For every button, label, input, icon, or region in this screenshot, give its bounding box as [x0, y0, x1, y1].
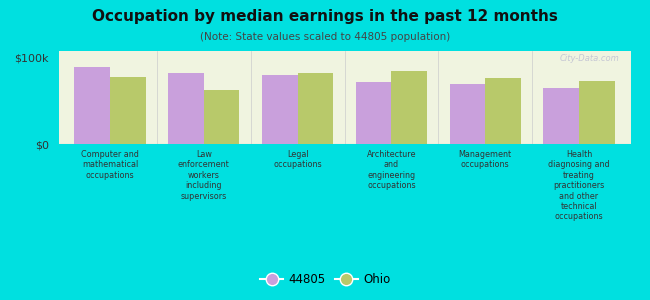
- Bar: [75, 67, 110, 144]
- Text: Occupation by median earnings in the past 12 months: Occupation by median earnings in the pas…: [92, 9, 558, 24]
- Bar: [262, 75, 298, 144]
- Bar: [110, 77, 146, 144]
- Text: Computer and
mathematical
occupations: Computer and mathematical occupations: [81, 150, 139, 180]
- Bar: [450, 84, 485, 144]
- Legend: 44805, Ohio: 44805, Ohio: [255, 269, 395, 291]
- Bar: [543, 88, 579, 144]
- Bar: [168, 74, 204, 144]
- Text: Legal
occupations: Legal occupations: [273, 150, 322, 170]
- Bar: [356, 82, 391, 144]
- Bar: [391, 71, 427, 144]
- Text: City-Data.com: City-Data.com: [559, 54, 619, 63]
- Bar: [204, 90, 239, 144]
- Bar: [298, 74, 333, 144]
- Bar: [485, 78, 521, 144]
- Text: Law
enforcement
workers
including
supervisors: Law enforcement workers including superv…: [178, 150, 229, 201]
- Text: Management
occupations: Management occupations: [459, 150, 512, 170]
- Text: Architecture
and
engineering
occupations: Architecture and engineering occupations: [367, 150, 416, 190]
- Text: (Note: State values scaled to 44805 population): (Note: State values scaled to 44805 popu…: [200, 32, 450, 41]
- Bar: [579, 81, 614, 144]
- Text: Health
diagnosing and
treating
practitioners
and other
technical
occupations: Health diagnosing and treating practitio…: [548, 150, 610, 221]
